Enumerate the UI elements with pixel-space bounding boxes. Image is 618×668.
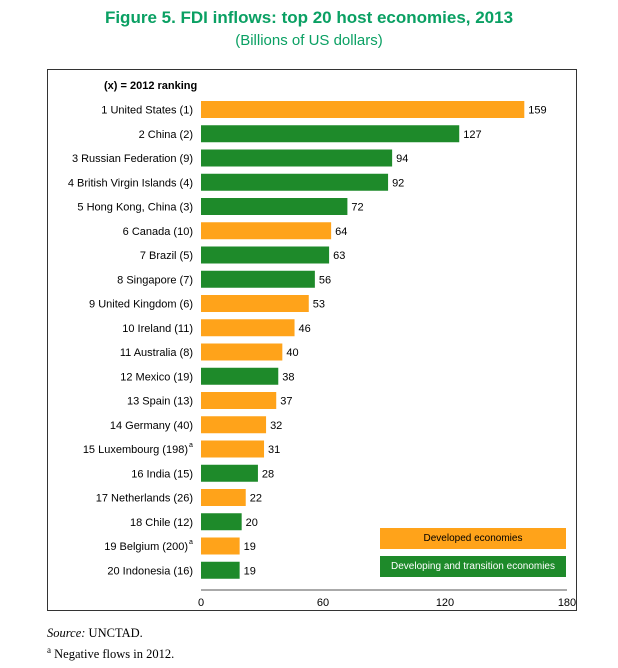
ranking-note: (x) = 2012 ranking — [104, 80, 198, 92]
x-tick-label: 60 — [317, 597, 329, 609]
x-tick-label: 180 — [558, 597, 576, 609]
source-note: Source: UNCTAD. — [47, 626, 143, 641]
footnote: a Negative flows in 2012. — [47, 645, 174, 662]
bar — [201, 489, 246, 506]
category-label: 8 Singapore (7) — [117, 274, 193, 286]
category-label: 20 Indonesia (16) — [107, 565, 193, 577]
data-label: 32 — [270, 420, 282, 432]
bar — [201, 416, 267, 434]
category-label: 17 Netherlands (26) — [96, 493, 193, 505]
bar — [201, 101, 525, 118]
category-label-superscript: a — [189, 442, 193, 449]
chart-subtitle: (Billions of US dollars) — [235, 32, 383, 49]
data-label: 38 — [282, 371, 294, 383]
category-label: 16 India (15) — [131, 468, 193, 480]
bar — [201, 392, 277, 409]
legend-developing-transition-economies: Developing and transition economies — [380, 556, 566, 577]
category-label: 12 Mexico (19) — [120, 371, 193, 383]
data-label: 19 — [244, 541, 256, 553]
category-label: 1 United States (1) — [101, 105, 193, 117]
category-label: 14 Germany (40) — [110, 420, 193, 432]
bar — [201, 561, 240, 579]
data-label: 40 — [286, 347, 298, 359]
bar — [201, 367, 279, 385]
data-label: 159 — [528, 105, 546, 117]
legend-developed-economies: Developed economies — [380, 528, 566, 549]
category-label: 6 Canada (10) — [123, 226, 193, 238]
category-label: 18 Chile (12) — [130, 517, 193, 529]
category-label-superscript: a — [189, 539, 193, 546]
bar — [201, 173, 389, 191]
data-label: 64 — [335, 226, 347, 238]
footnote-text: Negative flows in 2012. — [51, 647, 175, 662]
category-label: 11 Australia (8) — [120, 347, 193, 359]
category-label: 4 British Virgin Islands (4) — [68, 177, 193, 189]
bar — [201, 246, 330, 264]
bar — [201, 343, 283, 361]
category-label: 9 United Kingdom (6) — [89, 299, 193, 311]
data-label: 37 — [280, 396, 292, 408]
data-label: 53 — [313, 299, 325, 311]
bar — [201, 270, 315, 288]
bar — [201, 222, 332, 240]
data-label: 72 — [351, 202, 363, 214]
source-value: UNCTAD. — [85, 626, 143, 640]
data-label: 20 — [246, 517, 258, 529]
category-label: 5 Hong Kong, China (3) — [77, 202, 193, 214]
source-label: Source: — [47, 626, 86, 640]
category-label: 10 Ireland (11) — [122, 323, 193, 335]
bar — [201, 537, 240, 555]
data-label: 28 — [262, 468, 274, 480]
category-label: 7 Brazil (5) — [140, 250, 193, 262]
bar — [201, 198, 348, 215]
category-label: 13 Spain (13) — [127, 396, 193, 408]
data-label: 92 — [392, 177, 404, 189]
data-label: 31 — [268, 444, 280, 456]
bar — [201, 319, 295, 337]
footnote-mark: a — [47, 645, 51, 655]
data-label: 22 — [250, 493, 262, 505]
data-label: 127 — [463, 129, 481, 141]
bar — [201, 125, 460, 143]
x-tick-label: 0 — [198, 597, 204, 609]
bar — [201, 149, 393, 167]
chart-title: Figure 5. FDI inflows: top 20 host econo… — [104, 8, 514, 27]
data-label: 56 — [319, 274, 331, 286]
data-label: 94 — [396, 153, 408, 165]
data-label: 63 — [333, 250, 345, 262]
data-label: 46 — [299, 323, 311, 335]
category-label: 3 Russian Federation (9) — [72, 153, 193, 165]
category-label: 15 Luxembourg (198) — [83, 444, 188, 456]
bar — [201, 295, 309, 312]
bar — [201, 513, 242, 531]
category-label: 2 China (2) — [139, 129, 193, 141]
data-label: 19 — [244, 565, 256, 577]
bar — [201, 464, 258, 482]
x-tick-label: 120 — [436, 597, 454, 609]
chart-frame — [47, 69, 577, 611]
category-label: 19 Belgium (200) — [104, 541, 188, 553]
bar — [201, 440, 265, 458]
